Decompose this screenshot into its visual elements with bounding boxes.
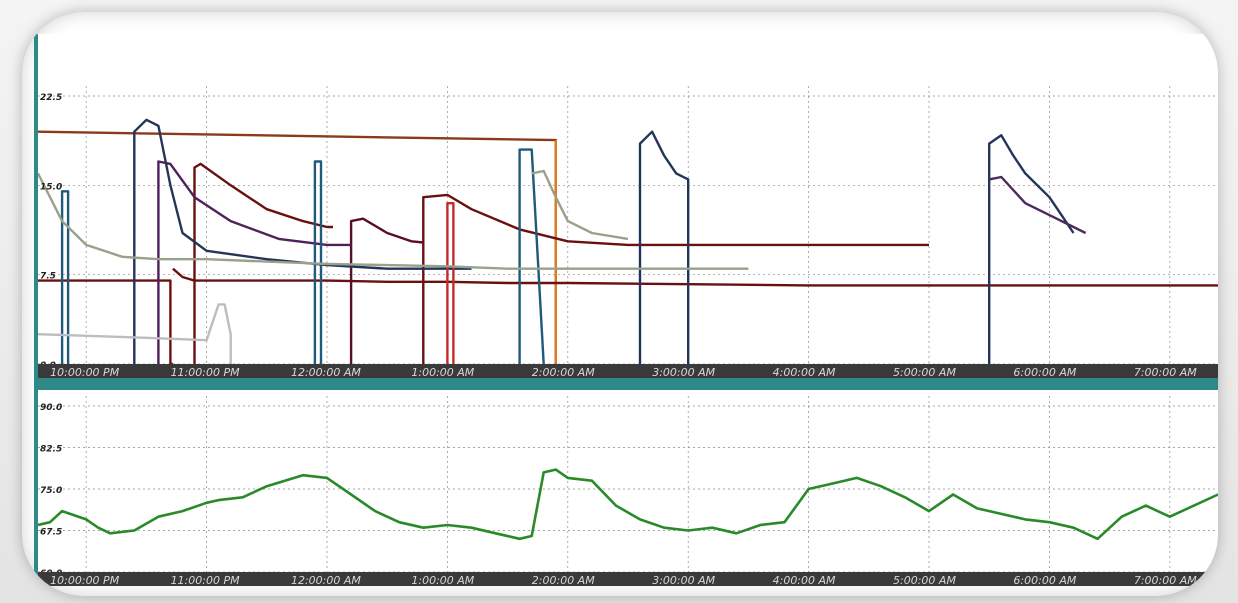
series-line-3	[172, 267, 1218, 287]
series-line-15	[518, 148, 545, 365]
x-tick-label: 11:00:00 PM	[171, 366, 241, 378]
series-line-16	[36, 172, 749, 270]
x-tick-label: 7:00:00 AM	[1134, 366, 1197, 378]
y-tick-label: 67.5	[40, 528, 62, 538]
x-axis: 10:00:00 PM 11:00:00 PM 12:00:00 AM 1:00:00…	[38, 572, 1218, 587]
series-line-9	[638, 130, 690, 364]
y-tick-label: 15.0	[40, 182, 62, 192]
grid	[38, 396, 1218, 573]
y-axis: 22.515.07.50.0	[40, 93, 62, 371]
y-tick-label: 90.0	[40, 403, 62, 413]
panel-divider	[34, 378, 1218, 390]
y-axis: 90.082.575.067.560.0	[40, 403, 62, 579]
series-line-13	[60, 190, 70, 364]
series-line-10	[988, 134, 1075, 364]
x-tick-label: 4:00:00 AM	[773, 366, 836, 378]
x-tick-label: 7:00:00 AM	[1134, 574, 1197, 586]
y-tick-label: 82.5	[40, 445, 62, 455]
x-tick-label: 5:00:00 AM	[893, 574, 956, 586]
x-tick-label: 3:00:00 AM	[652, 574, 715, 586]
x-tick-label: 12:00:00 AM	[291, 574, 361, 586]
y-tick-label: 7.5	[40, 272, 56, 282]
y-tick-label: 75.0	[40, 486, 62, 496]
series-line-7	[157, 160, 352, 364]
series-line-8	[133, 118, 472, 364]
series-line-11	[988, 175, 1087, 235]
x-tick-label: 2:00:00 AM	[532, 366, 595, 378]
series-line-12	[446, 201, 455, 364]
x-tick-label: 3:00:00 AM	[652, 366, 715, 378]
y-tick-label: 22.5	[40, 93, 62, 103]
x-tick-label: 6:00:00 AM	[1013, 574, 1076, 586]
bottom-line-chart: 90.082.575.067.560.010:00:00 PM11:00:00 …	[37, 396, 1218, 587]
series-line-2	[38, 279, 173, 366]
series-line-17	[531, 169, 629, 241]
series-line-0	[37, 130, 557, 364]
x-axis-band	[38, 364, 1218, 378]
grid	[38, 86, 1218, 365]
x-tick-label: 4:00:00 AM	[773, 574, 836, 586]
bottom-chart-panel: 90.082.575.067.560.010:00:00 PM11:00:00 …	[34, 390, 1218, 587]
series-line-6	[349, 217, 424, 364]
x-tick-label: 11:00:00 PM	[171, 574, 241, 586]
series-line-18	[37, 303, 232, 364]
x-axis-band	[38, 572, 1218, 586]
x-tick-label: 2:00:00 AM	[532, 574, 595, 586]
x-tick-label: 10:00:00 PM	[50, 366, 120, 378]
series-group	[36, 118, 1218, 366]
x-tick-label: 6:00:00 AM	[1013, 366, 1076, 378]
series-line-5	[422, 193, 929, 364]
x-tick-label: 10:00:00 PM	[50, 574, 120, 586]
x-tick-label: 1:00:00 AM	[411, 366, 474, 378]
series-line-0	[37, 468, 1218, 541]
x-tick-label: 12:00:00 AM	[291, 366, 361, 378]
x-tick-label: 1:00:00 AM	[411, 574, 474, 586]
x-tick-label: 5:00:00 AM	[893, 366, 956, 378]
series-line-4	[193, 162, 333, 364]
x-axis: 10:00:00 PM 11:00:00 PM 12:00:00 AM 1:00:00…	[38, 364, 1218, 379]
series-group	[37, 468, 1218, 541]
